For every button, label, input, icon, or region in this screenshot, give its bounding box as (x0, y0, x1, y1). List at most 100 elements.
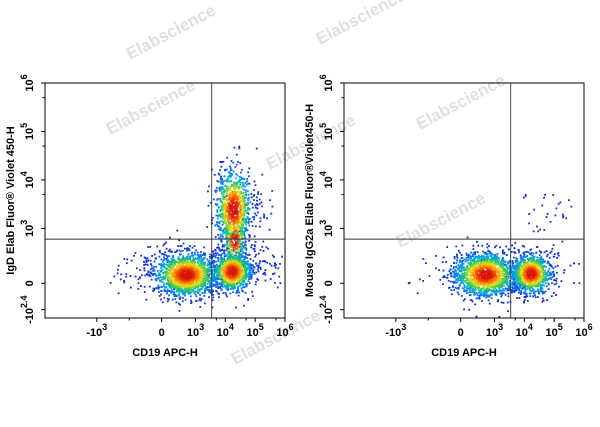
event-dot (497, 260, 500, 263)
event-dot (199, 299, 202, 302)
event-dot (545, 266, 547, 268)
x-tick-label: -103 (86, 322, 107, 339)
event-dot (185, 287, 188, 290)
event-dot (489, 255, 492, 258)
event-dot (526, 250, 528, 253)
event-dot (525, 293, 528, 296)
event-dot (459, 277, 461, 279)
event-dot (221, 258, 223, 261)
event-dot (219, 273, 222, 276)
event-dot (271, 254, 274, 257)
event-dot (157, 287, 160, 290)
event-dot (243, 267, 245, 270)
event-dot (255, 253, 257, 256)
event-dot (239, 250, 242, 253)
event-dot (232, 280, 235, 283)
event-dot (570, 205, 573, 208)
event-dot (235, 173, 237, 175)
event-dot (240, 246, 243, 248)
event-dot (163, 262, 166, 265)
event-dot (155, 275, 158, 277)
event-dot (178, 282, 181, 284)
event-dot (199, 294, 201, 296)
event-dot (232, 192, 234, 194)
event-dot (185, 261, 187, 264)
event-dot (200, 275, 203, 277)
event-dot (496, 258, 499, 260)
event-dot (198, 274, 201, 276)
event-dot (541, 283, 544, 286)
event-dot (239, 275, 242, 277)
event-dot (213, 265, 215, 267)
event-dot (173, 259, 175, 262)
event-dot (455, 266, 457, 268)
event-dot (228, 264, 231, 267)
event-dot (221, 281, 224, 283)
event-dot (234, 257, 237, 260)
event-dot (181, 249, 184, 252)
event-dot (164, 277, 166, 280)
event-dot (235, 277, 238, 280)
event-dot (176, 290, 179, 292)
event-dot (201, 260, 203, 263)
event-dot (239, 184, 242, 186)
event-dot (227, 194, 230, 196)
event-dot (534, 296, 537, 299)
event-dot (511, 263, 514, 266)
event-dot (218, 254, 220, 256)
event-dot (220, 288, 223, 291)
event-dot (520, 287, 523, 290)
event-dot (486, 246, 489, 249)
event-dot (160, 264, 162, 266)
event-dot (271, 190, 274, 192)
event-dot (245, 223, 247, 226)
event-dot (254, 225, 257, 228)
event-dot (253, 250, 256, 252)
event-dot (224, 261, 227, 263)
event-dot (547, 282, 550, 285)
event-dot (455, 272, 458, 275)
event-dot (174, 298, 177, 300)
event-dot (514, 241, 517, 244)
event-dot (455, 269, 457, 272)
event-dot (518, 283, 521, 286)
event-dot (463, 290, 465, 293)
event-dot (261, 205, 263, 208)
event-dot (483, 291, 486, 294)
event-dot (200, 276, 202, 279)
event-dot (231, 265, 234, 268)
event-dot (211, 299, 214, 301)
event-dot (241, 214, 244, 217)
event-dot (494, 246, 496, 249)
event-dot (250, 193, 253, 195)
event-dot (162, 271, 164, 274)
watermark-text: Elabscience (413, 71, 509, 134)
event-dot (253, 235, 256, 238)
event-dot (218, 276, 221, 279)
event-dot (478, 297, 481, 300)
event-dot (186, 262, 189, 265)
event-dot (196, 254, 199, 257)
event-dot (234, 272, 237, 275)
event-dot (126, 258, 129, 261)
event-dot (507, 286, 510, 289)
event-dot (435, 267, 437, 270)
event-dot (143, 291, 146, 293)
event-dot (174, 251, 177, 253)
event-dot (160, 290, 163, 292)
event-dot (269, 278, 272, 280)
event-dots (109, 145, 283, 312)
event-dot (179, 268, 182, 270)
event-dot (222, 160, 225, 163)
event-dot (236, 221, 238, 224)
event-dot (515, 266, 518, 269)
event-dot (197, 291, 200, 294)
event-dot (231, 199, 234, 202)
event-dot (458, 261, 461, 264)
event-dot (232, 206, 234, 209)
event-dot (171, 265, 174, 268)
event-dot (200, 287, 203, 290)
event-dot (477, 257, 479, 259)
event-dot (220, 205, 223, 208)
event-dot (253, 216, 255, 218)
